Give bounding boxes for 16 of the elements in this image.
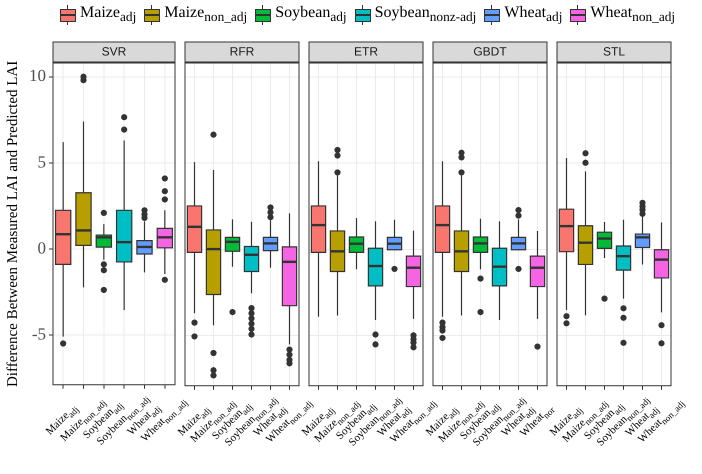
chart-title: ETR <box>354 44 378 58</box>
y-tick-label: -5 <box>32 324 46 344</box>
chart-title: STL <box>602 44 626 58</box>
y-tick-label: 5 <box>38 152 46 172</box>
y-tick-label: 0 <box>38 238 46 258</box>
chart-title: RFR <box>230 44 255 58</box>
y-axis-title: Difference Between Measured LAI and Predicted LAI <box>4 60 21 388</box>
legend-label: Soybean$_{adj}$ <box>275 4 347 26</box>
legend-label: Maize$_{non_adj}$ <box>164 4 248 26</box>
legend-label: Wheat$_{non_adj}$ <box>590 4 676 26</box>
legend-label: Soybean$_{nonz-adj}$ <box>374 4 476 26</box>
y-tick-label: 10 <box>29 66 46 86</box>
legend-label: Wheat$_{adj}$ <box>504 4 562 26</box>
legend-label: Maize$_{adj}$ <box>80 4 136 26</box>
chart-title: GBDT <box>473 44 508 58</box>
chart-title: SVR <box>102 44 127 58</box>
